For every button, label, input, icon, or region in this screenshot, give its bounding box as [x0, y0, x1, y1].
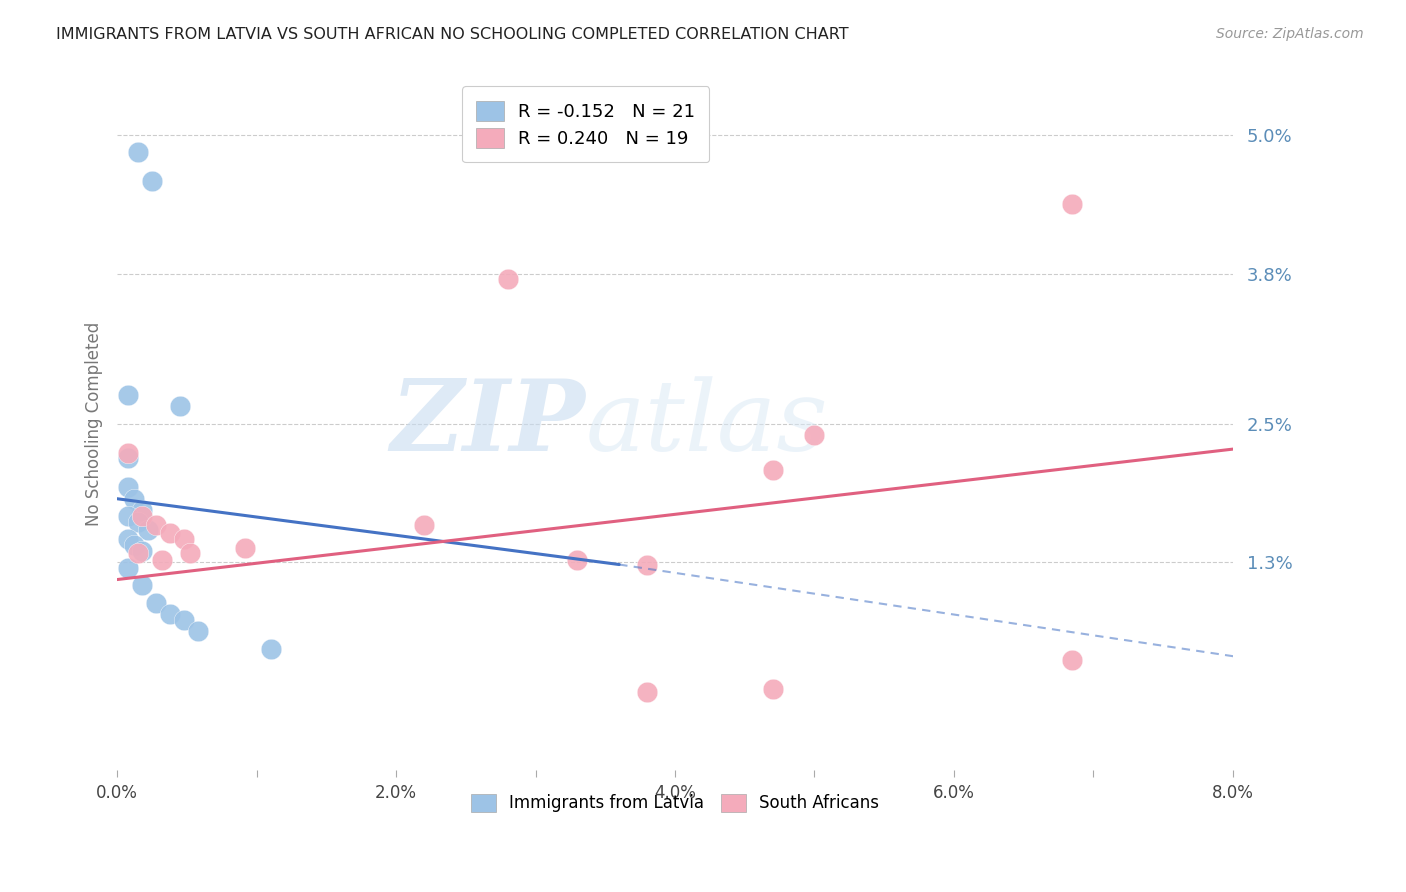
- Point: [141, 174, 163, 188]
- Point: [145, 596, 167, 610]
- Point: [117, 480, 139, 494]
- Point: [117, 445, 139, 459]
- Point: [413, 518, 436, 533]
- Point: [762, 682, 785, 697]
- Text: atlas: atlas: [586, 376, 828, 471]
- Point: [1062, 653, 1084, 667]
- Point: [179, 546, 201, 560]
- Point: [117, 388, 139, 402]
- Point: [131, 578, 153, 592]
- Point: [127, 145, 149, 160]
- Point: [187, 624, 209, 639]
- Point: [127, 515, 149, 529]
- Point: [1062, 197, 1084, 211]
- Point: [762, 463, 785, 477]
- Point: [173, 613, 195, 627]
- Point: [159, 607, 181, 622]
- Text: ZIP: ZIP: [391, 376, 586, 472]
- Point: [803, 428, 825, 442]
- Point: [173, 532, 195, 546]
- Point: [636, 684, 658, 698]
- Point: [122, 491, 145, 506]
- Point: [131, 509, 153, 524]
- Point: [117, 509, 139, 524]
- Point: [235, 541, 257, 556]
- Point: [117, 561, 139, 575]
- Point: [636, 558, 658, 572]
- Point: [159, 526, 181, 541]
- Text: Source: ZipAtlas.com: Source: ZipAtlas.com: [1216, 27, 1364, 41]
- Text: IMMIGRANTS FROM LATVIA VS SOUTH AFRICAN NO SCHOOLING COMPLETED CORRELATION CHART: IMMIGRANTS FROM LATVIA VS SOUTH AFRICAN …: [56, 27, 849, 42]
- Point: [136, 523, 159, 537]
- Point: [567, 553, 589, 567]
- Point: [259, 641, 281, 656]
- Point: [117, 451, 139, 466]
- Point: [145, 518, 167, 533]
- Point: [127, 546, 149, 560]
- Point: [169, 400, 191, 414]
- Point: [150, 553, 173, 567]
- Point: [496, 272, 519, 286]
- Legend: Immigrants from Latvia, South Africans: Immigrants from Latvia, South Africans: [460, 782, 891, 824]
- Y-axis label: No Schooling Completed: No Schooling Completed: [86, 322, 103, 526]
- Point: [117, 532, 139, 546]
- Point: [131, 503, 153, 517]
- Point: [122, 538, 145, 552]
- Point: [131, 543, 153, 558]
